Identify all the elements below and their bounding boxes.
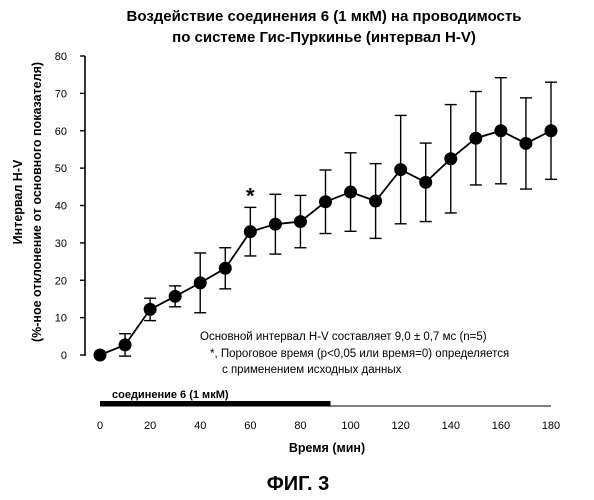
annotation-line1: Основной интервал Н-V составляет 9,0 ± 0… [200, 331, 487, 343]
x-tick-label: 160 [492, 420, 510, 432]
y-tick-label: 20 [55, 275, 67, 287]
data-point [144, 303, 157, 316]
data-point [244, 225, 257, 238]
annotation-line2: *, Пороговое время (р<0,05 или время=0) … [210, 348, 509, 360]
figure-label: ФИГ. 3 [267, 473, 330, 495]
chart-title-line1: Воздействие соединения 6 (1 мкМ) на пров… [127, 8, 522, 25]
data-point [319, 195, 332, 208]
data-point [494, 124, 507, 137]
data-point [219, 262, 232, 275]
x-tick-label: 40 [194, 420, 206, 432]
x-axis-label: Время (мин) [289, 441, 365, 455]
x-tick-label: 140 [442, 420, 460, 432]
x-tick-label: 120 [391, 420, 409, 432]
x-ticks: 0 20 40 60 80 100 120 140 160 180 [97, 420, 560, 432]
data-point [94, 349, 107, 362]
y-tick-label: 80 [55, 51, 67, 63]
y-tick-label: 70 [55, 88, 67, 100]
data-point [545, 124, 558, 137]
series-line [100, 131, 551, 355]
data-point [119, 338, 132, 351]
x-tick-label: 20 [144, 420, 156, 432]
data-points [94, 124, 558, 361]
data-point [419, 176, 432, 189]
chart-title-line2: по системе Гис-Пуркинье (интервал Н-V) [172, 29, 476, 46]
data-point [469, 132, 482, 145]
data-point [194, 276, 207, 289]
data-point [394, 163, 407, 176]
data-point [444, 152, 457, 165]
data-point [369, 195, 382, 208]
x-tick-label: 180 [542, 420, 560, 432]
x-tick-label: 0 [97, 420, 103, 432]
y-ticks: 0 10 20 30 40 50 60 70 80 [55, 51, 85, 362]
y-axis-label-line2: (%-ное отклонение от основного показател… [30, 62, 44, 342]
annotation-line3: с применением исходных данных [222, 364, 402, 376]
x-tick-label: 60 [244, 420, 256, 432]
significance-marker: * [246, 183, 255, 208]
y-tick-label: 0 [61, 350, 67, 362]
y-axis-label-line1: Интервал Н-V [11, 159, 25, 244]
data-point [169, 290, 182, 303]
y-tick-label: 30 [55, 238, 67, 250]
data-point [519, 137, 532, 150]
data-point [294, 215, 307, 228]
treatment-bar-label: соединение 6 (1 мкМ) [112, 389, 229, 401]
data-point [269, 218, 282, 231]
data-point [344, 186, 357, 199]
treatment-bar [100, 401, 331, 406]
x-tick-label: 80 [294, 420, 306, 432]
y-tick-label: 50 [55, 163, 67, 175]
y-tick-label: 10 [55, 313, 67, 325]
x-tick-label: 100 [341, 420, 359, 432]
error-bars [119, 78, 557, 356]
y-tick-label: 60 [55, 126, 67, 138]
y-tick-label: 40 [55, 201, 67, 213]
